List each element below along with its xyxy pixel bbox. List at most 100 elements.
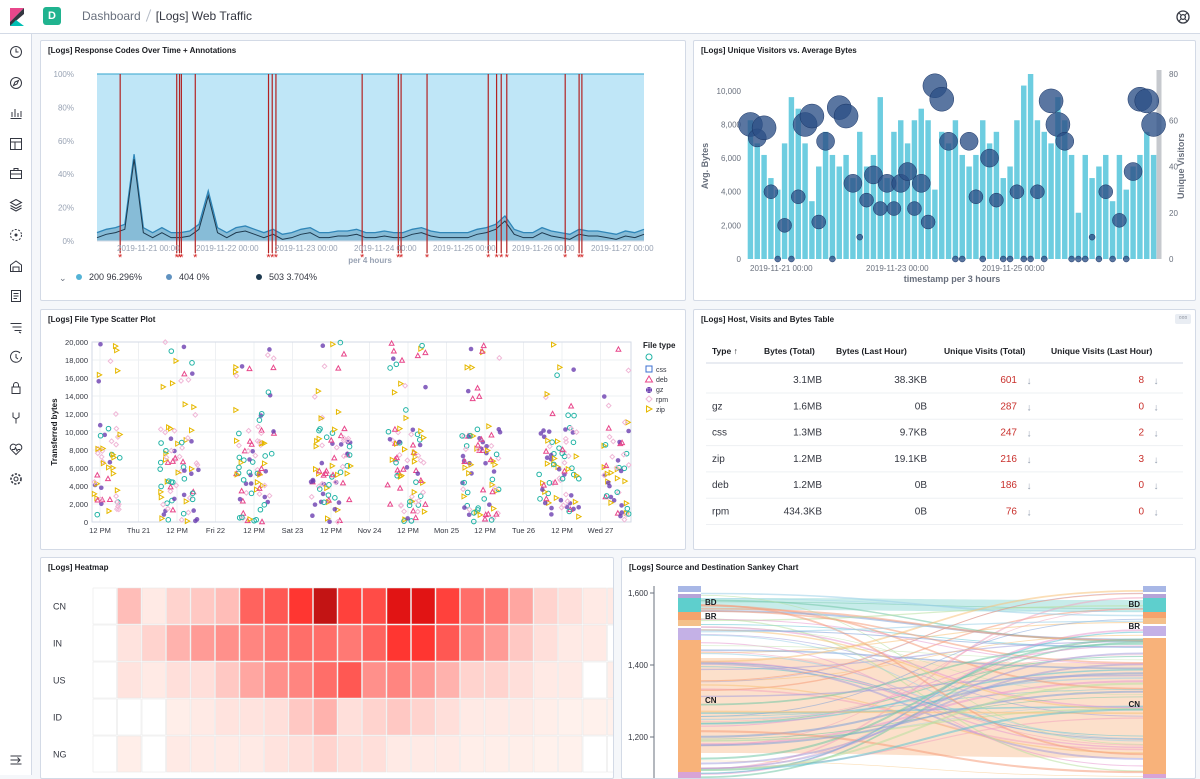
logs-icon[interactable] [9,289,23,303]
point-rpm [332,479,339,486]
point-gz [196,467,201,473]
dev-tools-icon[interactable] [9,411,23,425]
point-css [316,427,322,434]
heatmap-cell [509,735,534,773]
heatmap-cell [190,624,215,662]
point-rpm [615,489,622,496]
space-avatar[interactable]: D [43,7,61,25]
annotation-marker: * [577,252,582,264]
sankey-target-node [1143,638,1166,774]
point-rpm [568,425,575,432]
point-zip [313,465,319,473]
scatter-chart[interactable]: 20,000 18,000 16,000 14,000 12,000 10,000 8,00… [41,310,686,550]
compass-icon[interactable] [9,76,23,90]
breadcrumb: Dashboard [Logs] Web Traffic [82,9,252,23]
heatmap-chart[interactable]: CN IN US ID NG [41,558,614,779]
visualize-icon[interactable] [9,106,23,120]
apm-icon[interactable] [9,320,23,334]
maps-icon[interactable] [9,198,23,212]
y-left-tick-label: 2,000 [721,221,742,230]
cell-bytes-total: 434.3KB [784,507,823,518]
cell-bytes-last-hour: 38.3KB [894,375,927,386]
point-zip [159,515,166,522]
cell-visits-last-hour: 3 [1138,454,1144,465]
breadcrumb-dashboard[interactable]: Dashboard [82,9,141,23]
point-zip [398,380,405,387]
point-css [248,490,255,497]
point-gz [332,506,338,512]
point-css [169,479,176,486]
infrastructure-icon[interactable] [9,259,23,273]
panel-title: [Logs] Response Codes Over Time + Annota… [48,46,237,55]
point-css [265,389,272,395]
filter-arrow-icon: ↓ [1154,481,1159,492]
ml-icon[interactable] [9,228,23,242]
point-rpm [621,419,628,426]
point-rpm [475,446,482,453]
point-gz [549,505,554,511]
point-css [545,490,552,497]
point-css [236,514,243,521]
siem-icon[interactable] [9,381,23,395]
x-tick-label: Fri 22 [206,526,225,535]
x-tick-label: 2019-11-24 00:00 [354,244,417,253]
point-css [165,516,172,523]
point-rpm [171,427,178,434]
point-gz [243,481,249,486]
point-deb [540,481,548,488]
panel-title: [Logs] Source and Destination Sankey Cha… [629,563,799,572]
heatmap-cell [166,735,191,773]
point-zip [335,408,342,416]
point-gz [191,508,196,513]
heatmap-cell [558,661,583,699]
canvas-icon[interactable] [9,167,23,181]
point-deb [480,342,487,349]
point-zip [115,367,122,374]
point-deb [258,518,266,525]
point-gz [496,427,502,432]
point-zip [551,455,558,462]
point-css [189,490,196,497]
heatmap-cell [386,624,411,662]
point-css [554,372,560,379]
point-rpm [185,376,192,383]
management-icon[interactable] [9,472,23,486]
collapse-icon[interactable] [9,753,23,767]
response-codes-chart[interactable]: 100%80%60%40%20%0%* *** * * * * * ** * * * * * * **201… [41,41,686,301]
point-rpm [112,411,119,418]
point-zip [572,498,579,506]
point-deb [335,364,342,371]
kibana-logo-icon[interactable] [6,6,28,28]
dashboard-icon[interactable] [9,137,23,151]
legend-entry: 503 3.704% [269,272,317,282]
legend-toggle-icon: ⌄ [59,273,67,283]
point-css [536,471,542,478]
avg-bytes-bubble [1038,88,1064,114]
sankey-link [700,730,1144,774]
panel-sankey: [Logs] Source and Destination Sankey Cha… [621,557,1196,779]
help-icon[interactable] [1176,10,1190,24]
point-gz [601,394,607,399]
heatmap-cell [362,587,387,625]
point-rpm [563,438,570,445]
clock-icon[interactable] [9,45,23,59]
point-rpm [396,451,403,458]
point-gz [181,344,187,350]
point-zip [418,427,425,435]
point-gz [541,428,546,433]
sankey-link [700,649,1144,670]
visitors-chart[interactable]: 10,000 8,000 6,000 4,000 2,000 0 80 60 40 20 0 2019… [694,41,1196,301]
visitors-bar [1103,154,1109,259]
point-zip [394,440,401,448]
uptime-icon[interactable] [9,350,23,364]
visitors-bar [822,131,829,259]
point-css [616,464,622,471]
series-404-line [96,159,645,240]
sankey-chart[interactable]: 1,600 1,400 1,200 BD BR CN BD BR CN [622,558,1196,779]
monitoring-icon[interactable] [9,442,23,456]
point-css [575,475,582,482]
point-gz [542,500,548,506]
x-tick-label: 12 PM [166,526,188,535]
point-gz [462,505,467,510]
panel-options-button[interactable]: ▫▫▫ [1175,314,1191,324]
